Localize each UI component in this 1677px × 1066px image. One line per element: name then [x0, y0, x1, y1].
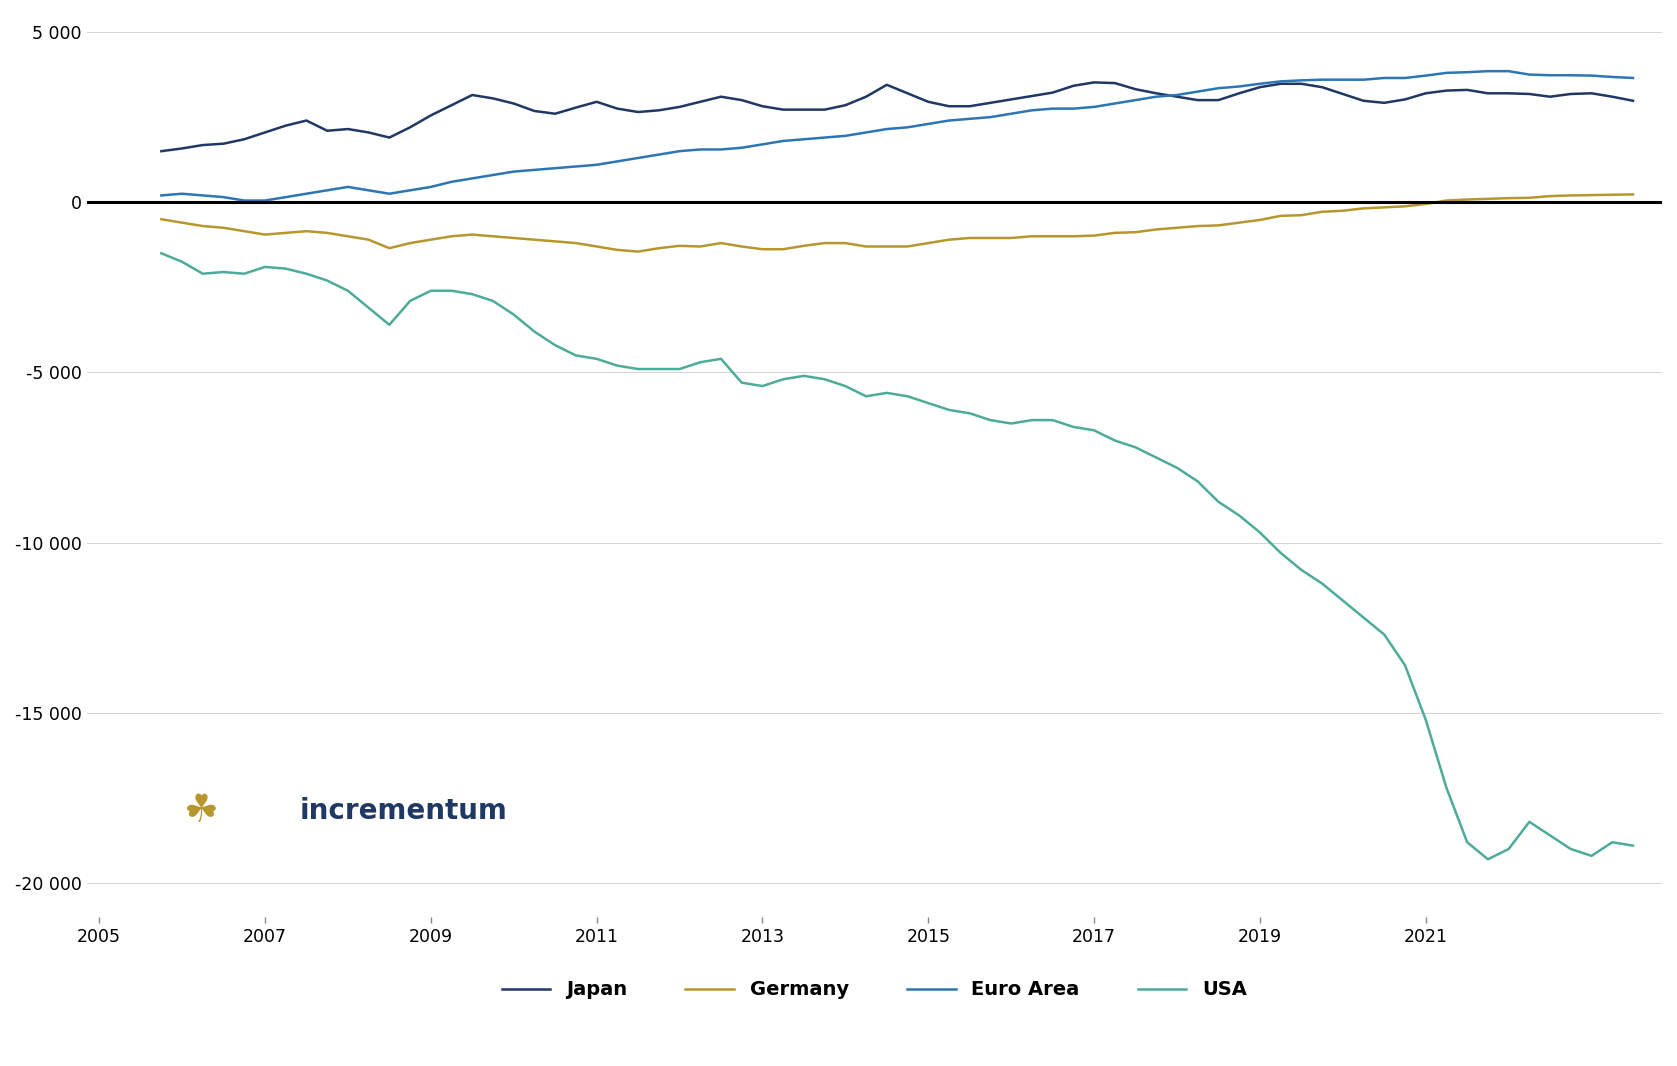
Japan	[1105, 77, 1125, 90]
Germany	[1167, 222, 1187, 235]
Line: Euro Area: Euro Area	[161, 71, 1633, 200]
Euro Area	[1001, 108, 1021, 120]
USA	[1623, 839, 1643, 852]
Germany	[627, 245, 647, 258]
USA	[1145, 451, 1166, 464]
Euro Area	[1167, 88, 1187, 101]
Germany	[1001, 231, 1021, 244]
Euro Area	[669, 145, 689, 158]
USA	[359, 302, 379, 314]
Euro Area	[1539, 69, 1560, 82]
Japan	[503, 97, 523, 110]
Euro Area	[151, 189, 171, 201]
Germany	[1623, 188, 1643, 200]
Japan	[1167, 91, 1187, 103]
Euro Area	[235, 194, 255, 207]
Japan	[981, 96, 1001, 109]
Japan	[649, 103, 669, 116]
Euro Area	[379, 188, 399, 200]
Line: Japan: Japan	[161, 82, 1633, 151]
USA	[649, 362, 669, 375]
Japan	[151, 145, 171, 158]
Euro Area	[1623, 71, 1643, 84]
Germany	[151, 213, 171, 226]
Line: Germany: Germany	[161, 194, 1633, 252]
Euro Area	[1105, 97, 1125, 110]
Japan	[359, 126, 379, 139]
Japan	[1083, 76, 1103, 88]
Japan	[1623, 95, 1643, 108]
Germany	[359, 233, 379, 246]
Euro Area	[1477, 65, 1498, 78]
USA	[151, 247, 171, 260]
Line: USA: USA	[161, 254, 1633, 859]
Germany	[669, 240, 689, 253]
Legend: Japan, Germany, Euro Area, USA: Japan, Germany, Euro Area, USA	[495, 972, 1254, 1006]
Germany	[503, 231, 523, 244]
Text: incrementum: incrementum	[300, 796, 506, 825]
USA	[981, 414, 1001, 426]
Text: ☘: ☘	[184, 792, 220, 829]
USA	[1477, 853, 1498, 866]
Germany	[1105, 226, 1125, 239]
USA	[503, 308, 523, 321]
USA	[1083, 424, 1103, 437]
